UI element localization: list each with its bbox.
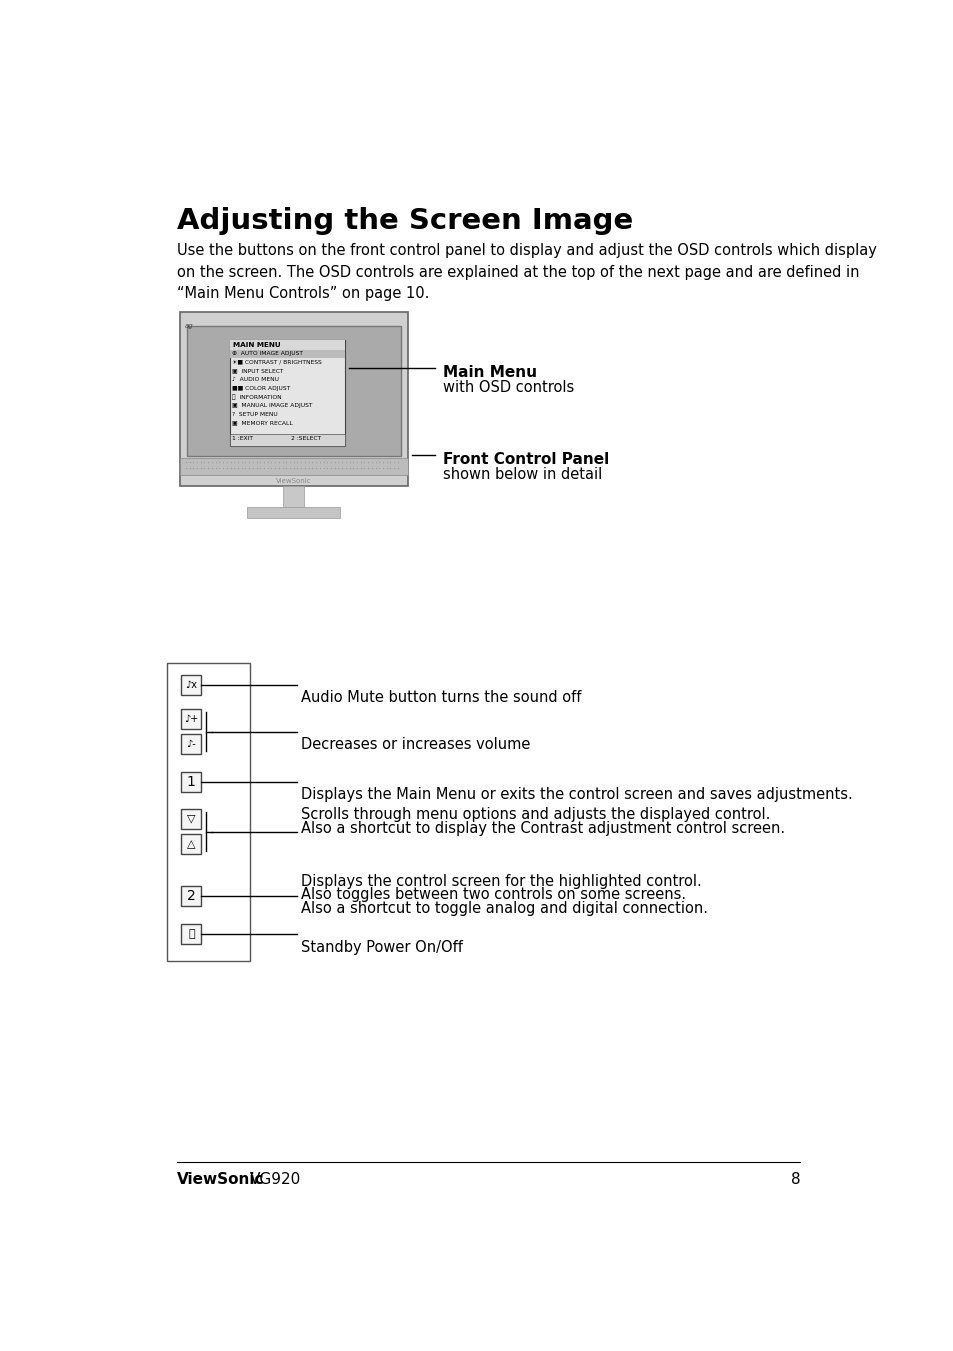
Bar <box>247 507 340 517</box>
Text: ♪x: ♪x <box>185 680 197 690</box>
Bar <box>179 312 408 485</box>
Text: 2: 2 <box>187 889 195 902</box>
Text: Front Control Panel: Front Control Panel <box>443 453 609 467</box>
Bar <box>282 485 304 507</box>
Text: Scrolls through menu options and adjusts the displayed control.: Scrolls through menu options and adjusts… <box>301 808 770 823</box>
Text: ■■ COLOR ADJUST: ■■ COLOR ADJUST <box>233 385 291 390</box>
Bar <box>230 340 344 446</box>
Text: ▣  INPUT SELECT: ▣ INPUT SELECT <box>233 369 284 373</box>
Text: ▣  MEMORY RECALL: ▣ MEMORY RECALL <box>233 420 293 426</box>
Text: ⓘ  INFORMATION: ⓘ INFORMATION <box>233 394 282 400</box>
Text: ag: ag <box>184 323 193 330</box>
Text: ViewSonic: ViewSonic <box>177 1171 265 1186</box>
Bar <box>187 326 400 457</box>
Text: shown below in detail: shown below in detail <box>443 467 601 482</box>
Text: Standby Power On/Off: Standby Power On/Off <box>301 940 463 955</box>
Text: ▣  MANUAL IMAGE ADJUST: ▣ MANUAL IMAGE ADJUST <box>233 403 313 408</box>
Text: Use the buttons on the front control panel to display and adjust the OSD control: Use the buttons on the front control pan… <box>177 243 877 301</box>
Text: Displays the control screen for the highlighted control.: Displays the control screen for the high… <box>301 874 701 889</box>
Bar <box>181 924 201 944</box>
Text: Adjusting the Screen Image: Adjusting the Screen Image <box>177 207 633 235</box>
Text: ♪  AUDIO MENU: ♪ AUDIO MENU <box>233 377 279 382</box>
Text: Audio Mute button turns the sound off: Audio Mute button turns the sound off <box>301 690 581 705</box>
Text: 1: 1 <box>187 775 195 789</box>
Bar <box>230 340 344 350</box>
Text: ⏻: ⏻ <box>188 929 194 939</box>
Bar <box>181 771 201 792</box>
Text: Main Menu: Main Menu <box>443 365 537 381</box>
Text: Also a shortcut to toggle analog and digital connection.: Also a shortcut to toggle analog and dig… <box>301 901 708 916</box>
Text: ⊕  AUTO IMAGE ADJUST: ⊕ AUTO IMAGE ADJUST <box>233 351 303 357</box>
Text: VG920: VG920 <box>249 1171 300 1186</box>
Bar <box>230 350 344 358</box>
Text: ▽: ▽ <box>187 813 195 824</box>
Bar <box>179 458 408 474</box>
Text: ?  SETUP MENU: ? SETUP MENU <box>233 412 278 416</box>
Text: with OSD controls: with OSD controls <box>443 380 574 394</box>
Bar <box>181 809 201 830</box>
Text: MAIN MENU: MAIN MENU <box>233 342 280 347</box>
Text: ViewSonic: ViewSonic <box>275 478 311 484</box>
Bar <box>230 434 344 446</box>
Text: 1 :EXIT: 1 :EXIT <box>233 436 253 442</box>
Bar <box>181 835 201 854</box>
Bar <box>181 676 201 694</box>
Text: 2 :SELECT: 2 :SELECT <box>291 436 320 442</box>
Text: △: △ <box>187 839 195 850</box>
Text: ♪+: ♪+ <box>184 713 198 724</box>
Text: Displays the Main Menu or exits the control screen and saves adjustments.: Displays the Main Menu or exits the cont… <box>301 788 852 802</box>
Text: Decreases or increases volume: Decreases or increases volume <box>301 736 530 753</box>
Text: ☀■ CONTRAST / BRIGHTNESS: ☀■ CONTRAST / BRIGHTNESS <box>233 359 322 365</box>
Text: Also toggles between two controls on some screens.: Also toggles between two controls on som… <box>301 888 686 902</box>
Bar <box>181 734 201 754</box>
Text: 8: 8 <box>790 1171 800 1186</box>
Text: Also a shortcut to display the Contrast adjustment control screen.: Also a shortcut to display the Contrast … <box>301 821 784 836</box>
Text: ♪-: ♪- <box>186 739 196 750</box>
Bar <box>181 709 201 728</box>
Bar <box>167 662 250 962</box>
Bar <box>181 886 201 907</box>
